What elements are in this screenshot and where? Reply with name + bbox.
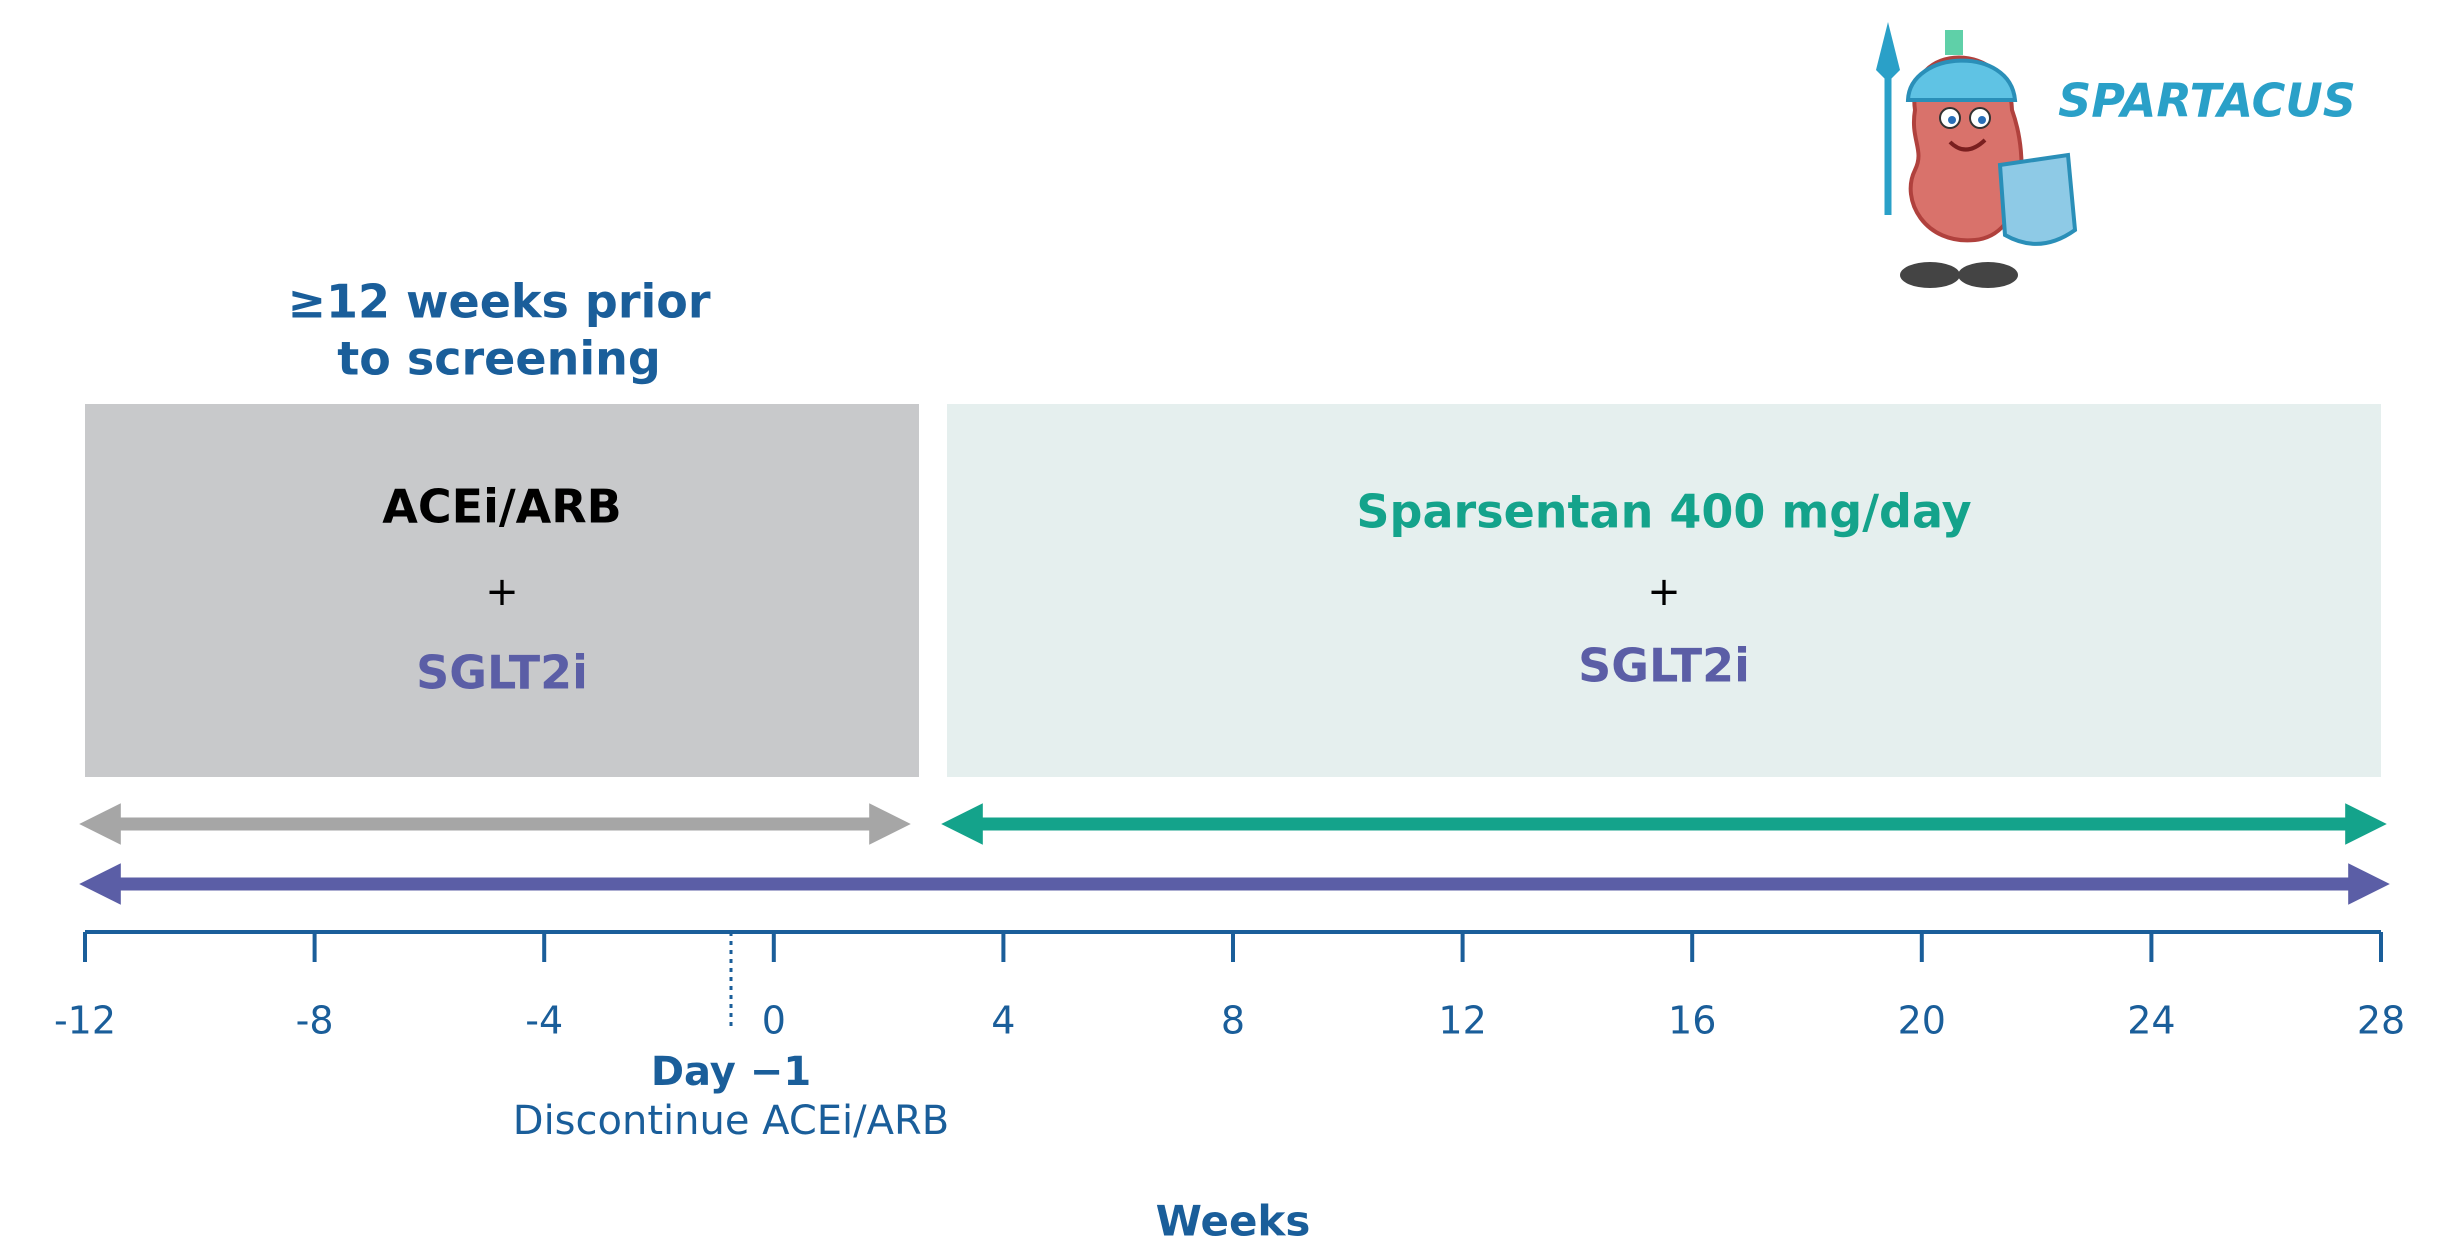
period-combo: SGLT2i (416, 646, 588, 700)
tick-label: 4 (991, 999, 1015, 1043)
tick-label: -8 (296, 999, 334, 1043)
tick-label: -4 (525, 999, 563, 1043)
tick-label: 28 (2357, 999, 2405, 1043)
tick-label: 16 (1668, 999, 1716, 1043)
tick-label: 12 (1438, 999, 1486, 1043)
period-plus: + (485, 569, 519, 615)
header-line: ≥12 weeks prior (287, 275, 710, 329)
period-drug: Sparsentan 400 mg/day (1356, 485, 1971, 539)
tick-label: 0 (762, 999, 786, 1043)
mascot (1876, 22, 2078, 288)
marker-text: Discontinue ACEi/ARB (513, 1098, 949, 1144)
period-box (85, 404, 919, 777)
axis-label: Weeks (1156, 1197, 1311, 1246)
header-line: to screening (337, 332, 661, 386)
period-box (947, 404, 2381, 777)
period-plus: + (1647, 569, 1681, 615)
marker-title: Day −1 (651, 1049, 811, 1095)
period-combo: SGLT2i (1578, 639, 1750, 693)
logo-text: SPARTACUS (2058, 74, 2356, 128)
tick-label: 24 (2127, 999, 2175, 1043)
tick-label: -12 (54, 999, 116, 1043)
tick-label: 20 (1898, 999, 1946, 1043)
period-drug: ACEi/ARB (382, 480, 621, 534)
tick-label: 8 (1221, 999, 1245, 1043)
